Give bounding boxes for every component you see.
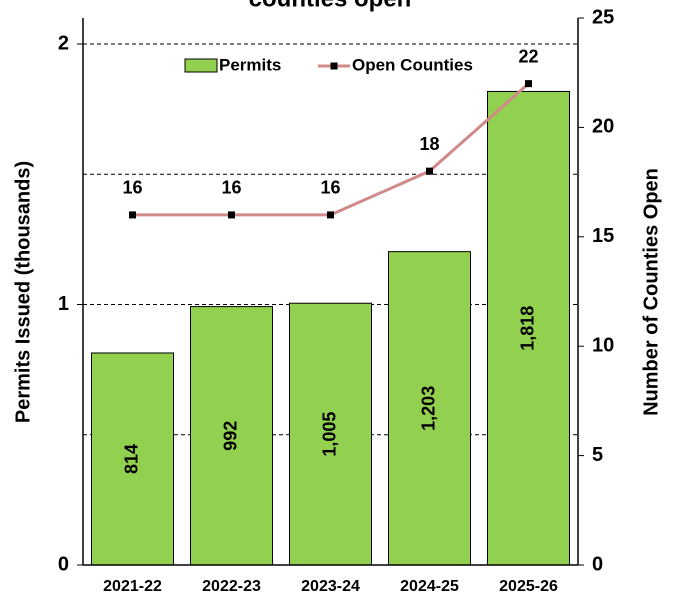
- y2-tick-label: 0: [592, 553, 603, 575]
- y2-tick-label: 5: [592, 444, 603, 466]
- y-tick-label: 0: [58, 553, 69, 575]
- y-tick-label: 1: [58, 293, 69, 315]
- x-tick-label: 2023-24: [301, 578, 360, 595]
- y2-tick-label: 10: [592, 334, 614, 356]
- bar: [190, 306, 273, 566]
- bar-value-label: 1,203: [418, 386, 438, 431]
- legend-marker: [330, 62, 338, 70]
- bar-value-label: 814: [121, 444, 141, 474]
- y2-axis-label: Number of Counties Open: [640, 168, 662, 416]
- bar-value-label: 1,818: [517, 306, 537, 351]
- x-tick-label: 2025-26: [499, 578, 558, 595]
- y2-tick-label: 25: [592, 6, 614, 28]
- bar: [91, 352, 174, 566]
- line-marker: [426, 167, 433, 175]
- y-tick-label: 2: [58, 32, 69, 54]
- x-tick-label: 2022-23: [202, 578, 261, 595]
- legend-label: Permits: [219, 55, 281, 74]
- legend-swatch: [184, 58, 218, 73]
- y2-tick-label: 15: [592, 225, 614, 247]
- line-marker: [327, 211, 334, 219]
- bar: [487, 90, 570, 566]
- chart-title: counties open: [249, 0, 412, 12]
- bar: [289, 302, 372, 566]
- line-value-label: 16: [320, 178, 340, 198]
- x-tick-label: 2024-25: [400, 578, 459, 595]
- bar-value-label: 992: [220, 421, 240, 451]
- y2-tick-label: 20: [592, 116, 614, 138]
- line-value-label: 18: [419, 134, 439, 154]
- y-axis-label: Permits Issued (thousands): [12, 161, 34, 423]
- line-value-label: 16: [122, 178, 142, 198]
- line-marker: [129, 211, 136, 219]
- line-marker: [525, 80, 532, 88]
- legend-label: Open Counties: [352, 55, 473, 74]
- line-marker: [228, 211, 235, 219]
- bar-value-label: 1,005: [319, 412, 339, 457]
- bar: [388, 251, 471, 566]
- line-value-label: 16: [221, 178, 241, 198]
- x-tick-label: 2021-22: [103, 578, 162, 595]
- line-value-label: 22: [518, 46, 538, 66]
